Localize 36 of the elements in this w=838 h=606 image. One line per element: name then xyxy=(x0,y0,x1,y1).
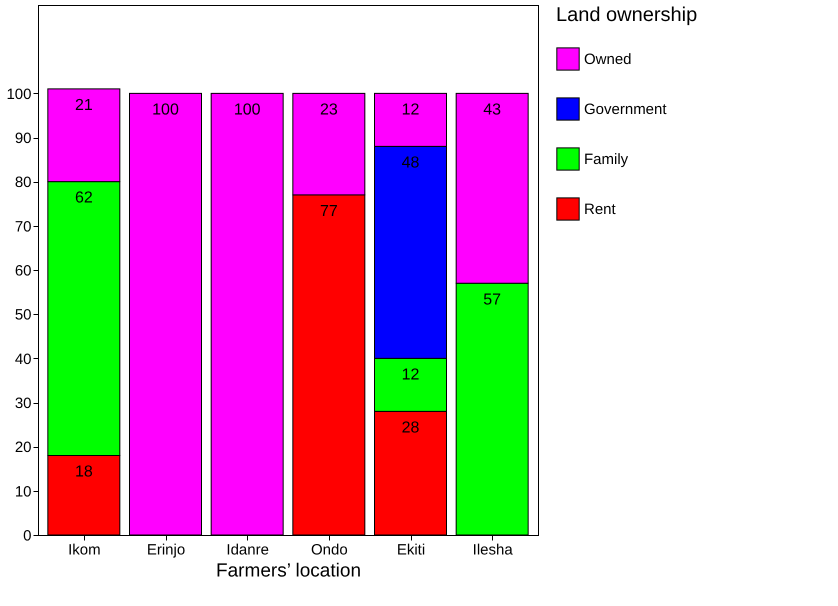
data-label: 12 xyxy=(402,101,420,118)
data-label: 77 xyxy=(320,202,338,220)
y-tick-label: 10 xyxy=(14,483,32,500)
data-label: 18 xyxy=(74,464,93,480)
x-tick-label: Ikom xyxy=(68,542,101,558)
data-label: 28 xyxy=(402,419,420,436)
data-label: 57 xyxy=(483,291,502,308)
legend-label: Rent xyxy=(584,201,617,218)
data-label: 21 xyxy=(74,96,93,114)
x-axis-title: Farmers’ location xyxy=(216,560,362,582)
y-tick-label: 100 xyxy=(6,86,32,103)
x-tick-label: Ondo xyxy=(310,542,348,558)
y-tick-label: 50 xyxy=(14,306,32,324)
y-tick-label: 40 xyxy=(14,350,32,368)
y-tick-label: 60 xyxy=(14,262,32,280)
x-tick-label: Erinjo xyxy=(146,542,186,558)
y-tick-label: 30 xyxy=(14,395,32,412)
data-label: 100 xyxy=(234,101,261,118)
legend-label: Family xyxy=(584,151,629,168)
legend-label: Owned xyxy=(584,51,632,68)
legend-title: Land ownership xyxy=(556,4,698,26)
legend-label: Government xyxy=(584,101,668,118)
data-label: 62 xyxy=(74,190,93,207)
x-tick-label: Idanre xyxy=(226,542,269,558)
data-label: 12 xyxy=(402,366,420,384)
x-tick-label: Ilesha xyxy=(472,542,514,558)
data-label: 48 xyxy=(402,154,420,172)
y-tick-label: 20 xyxy=(14,439,32,456)
data-label: 100 xyxy=(152,101,179,118)
data-label: 23 xyxy=(320,101,338,118)
y-tick-label: 0 xyxy=(23,528,32,544)
data-label: 43 xyxy=(483,101,502,118)
y-tick-label: 70 xyxy=(14,218,32,236)
y-tick-label: 90 xyxy=(14,130,32,147)
y-tick-label: 80 xyxy=(14,174,32,192)
x-tick-label: Ekiti xyxy=(396,542,426,558)
